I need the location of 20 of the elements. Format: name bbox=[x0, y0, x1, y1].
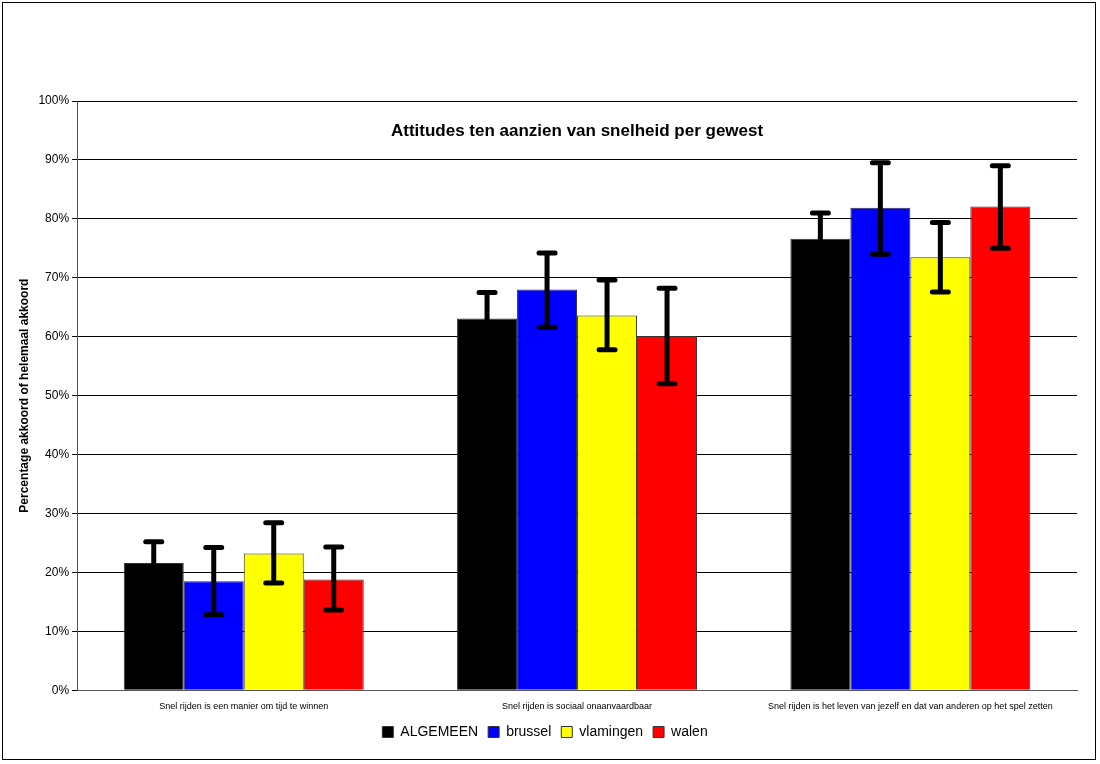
y-tick-label: 80% bbox=[45, 211, 70, 226]
x-tick-label: Snel rijden is sociaal onaanvaardbaar bbox=[501, 701, 653, 712]
y-tick-label: 90% bbox=[45, 152, 70, 167]
legend-label: brussel bbox=[506, 722, 552, 739]
y-tick-label: 10% bbox=[45, 623, 70, 638]
y-tick-label: 50% bbox=[45, 387, 70, 402]
y-tick-label: 100% bbox=[38, 93, 70, 108]
y-tick-label: 30% bbox=[45, 505, 70, 520]
y-tick-label: 0% bbox=[51, 682, 70, 697]
x-tick-label: Snel rijden is een manier om tijd te winnen bbox=[159, 701, 329, 712]
legend-label: vlamingen bbox=[579, 722, 644, 739]
legend-label: walen bbox=[670, 722, 708, 739]
y-tick-label: 20% bbox=[45, 564, 70, 579]
legend-label: ALGEMEEN bbox=[400, 722, 479, 739]
text: Attitudes ten aanzien van snelheid per gewest bbox=[390, 120, 764, 140]
x-tick-label: Snel rijden is het leven van jezelf en dat van anderen op het spel zetten bbox=[768, 701, 1053, 712]
y-tick-label: 40% bbox=[45, 446, 70, 461]
y-tick-label: 70% bbox=[45, 270, 70, 285]
y-tick-label: 60% bbox=[45, 328, 70, 343]
y-axis-title: Percentage akkoord of helemaal akkoord bbox=[16, 278, 31, 513]
